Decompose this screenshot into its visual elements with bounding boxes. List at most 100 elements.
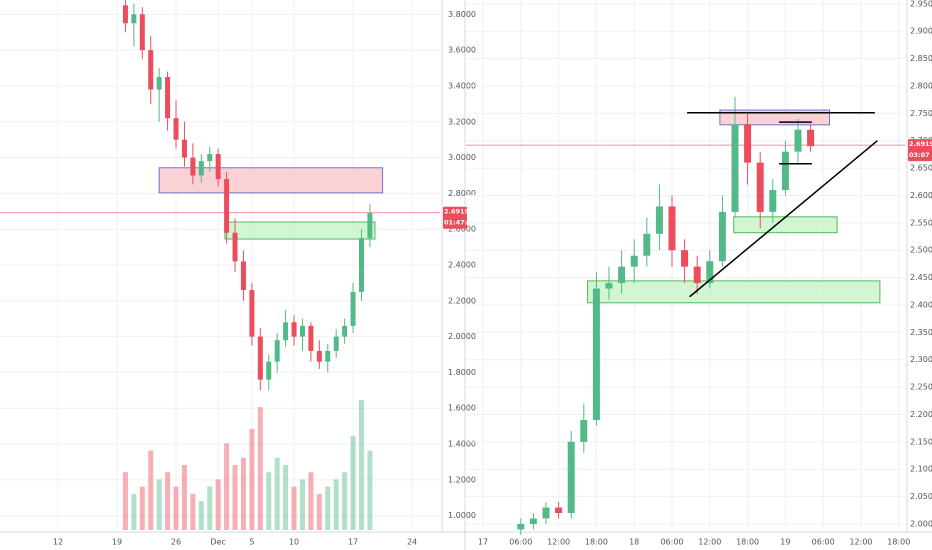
candle-body — [224, 179, 230, 233]
candle-body — [325, 350, 331, 362]
y-tick-label: 2.0500 — [910, 492, 932, 501]
candle-body — [567, 441, 575, 514]
volume-bar — [299, 479, 305, 530]
candle-body — [756, 162, 764, 212]
candle-body — [693, 266, 701, 284]
y-tick-label: 2.8000 — [448, 189, 476, 198]
candle-body — [333, 336, 339, 351]
candle-body — [240, 261, 246, 291]
volume-bar — [316, 493, 322, 530]
y-tick-label: 3.6000 — [448, 46, 476, 55]
x-tick-label: 17 — [348, 538, 358, 547]
x-tick-label: 19 — [112, 538, 122, 547]
last-price-label: 2.6919 — [444, 208, 470, 216]
volume-bar — [358, 400, 364, 530]
y-tick-label: 2.3000 — [910, 355, 932, 364]
volume-bar — [232, 465, 238, 530]
y-tick-label: 3.4000 — [448, 81, 476, 90]
y-tick-label: 2.6000 — [910, 191, 932, 200]
x-tick-label: 18:00 — [736, 538, 759, 547]
y-tick-label: 2.0000 — [448, 332, 476, 341]
x-tick-label: 12:00 — [547, 538, 570, 547]
zone — [587, 280, 881, 304]
y-tick-label: 2.9000 — [910, 27, 932, 36]
volume-bar — [342, 472, 348, 530]
candle-body — [122, 5, 128, 24]
candle-body — [257, 336, 263, 380]
candle-body — [718, 211, 726, 262]
zone — [224, 221, 376, 240]
drawn-line — [689, 140, 878, 298]
candle-body — [148, 50, 154, 90]
x-tick-label: 12:00 — [698, 538, 721, 547]
x-tick-label: 06:00 — [812, 538, 835, 547]
y-tick-label: 3.2000 — [448, 117, 476, 126]
volume-bar — [283, 465, 289, 530]
y-tick-label: 3.8000 — [448, 10, 476, 19]
candle-body — [618, 266, 626, 284]
y-tick-label: 2.9500 — [910, 0, 932, 8]
volume-bar — [291, 486, 297, 530]
candle-body — [580, 419, 588, 442]
volume-bar — [333, 479, 339, 530]
volume-bar — [274, 457, 280, 530]
candle-body — [643, 233, 651, 256]
volume-bar — [181, 465, 187, 530]
y-tick-label: 2.6000 — [448, 225, 476, 234]
volume-bar — [207, 486, 213, 530]
volume-bar — [156, 479, 162, 530]
x-tick-label: 24 — [407, 538, 417, 547]
candle-body — [529, 518, 537, 524]
candle-body — [156, 76, 162, 90]
candle-body — [781, 151, 789, 190]
x-tick-label: 18 — [629, 538, 639, 547]
y-tick-label: 2.4000 — [448, 261, 476, 270]
volume-bar — [350, 436, 356, 530]
candle-body — [681, 250, 689, 267]
candle-body — [542, 507, 550, 519]
volume-bar — [122, 472, 128, 530]
x-tick-label: 06:00 — [509, 538, 532, 547]
candle-body — [668, 206, 676, 251]
volume-bar — [173, 486, 179, 530]
candle-body — [215, 153, 221, 180]
y-tick-label: 2.3500 — [910, 328, 932, 337]
candle-body — [266, 361, 272, 380]
y-tick-label: 2.4500 — [910, 273, 932, 282]
candle-body — [131, 14, 137, 24]
candle-body — [165, 76, 171, 119]
volume-bar — [139, 486, 145, 530]
candle-body — [308, 325, 314, 351]
candle-body — [555, 507, 563, 514]
y-tick-label: 2.6500 — [910, 164, 932, 173]
zone — [158, 167, 384, 194]
candle-body — [807, 129, 815, 147]
y-tick-label: 1.8000 — [448, 368, 476, 377]
zone — [733, 216, 838, 234]
y-tick-label: 2.5500 — [910, 218, 932, 227]
volume-bar — [165, 472, 171, 530]
x-tick-label: 19 — [780, 538, 790, 547]
candle-body — [358, 238, 364, 292]
x-tick-label: 5 — [249, 538, 254, 547]
x-tick-label: 18:00 — [887, 538, 910, 547]
candle-body — [342, 325, 348, 337]
price-label-box — [443, 206, 467, 229]
x-tick-label: Dec — [210, 538, 225, 547]
y-tick-label: 1.4000 — [448, 440, 476, 449]
candle-body — [655, 206, 663, 234]
x-tick-label: 10 — [289, 538, 299, 547]
candle-body — [173, 118, 179, 140]
candle-body — [367, 213, 373, 239]
y-tick-label: 2.0000 — [910, 519, 932, 528]
volume-bar — [249, 428, 255, 530]
volume-bar — [224, 443, 230, 530]
volume-bar — [148, 450, 154, 530]
volume-bar — [257, 407, 263, 530]
candle-body — [283, 322, 289, 341]
y-tick-label: 2.5000 — [910, 246, 932, 255]
volume-bar — [325, 486, 331, 530]
candle-body — [181, 139, 187, 158]
x-tick-label: 12:00 — [849, 538, 872, 547]
candle-body — [274, 340, 280, 362]
